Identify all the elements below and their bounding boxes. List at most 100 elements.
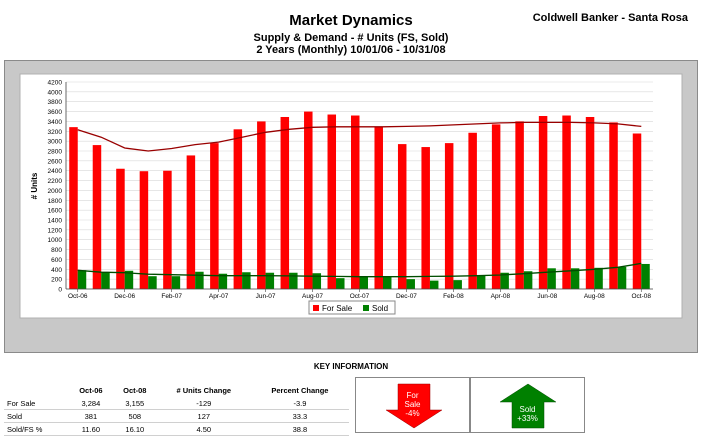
bar-for-sale (139, 171, 149, 289)
bar-sold (265, 272, 275, 289)
key-information-title: KEY INFORMATION (313, 362, 389, 371)
table-cell: 16.10 (112, 422, 157, 436)
y-tick-label: 1800 (48, 198, 63, 205)
row-label: For Sale (4, 397, 69, 410)
table-cell: 508 (112, 409, 157, 423)
bar-sold (218, 273, 228, 289)
bar-for-sale (210, 143, 219, 289)
bar-sold (124, 270, 134, 289)
for-sale-arrow-line1: For (406, 391, 419, 400)
bar-sold (171, 276, 181, 289)
bar-sold (641, 263, 650, 289)
bar-for-sale (538, 116, 548, 289)
bar-sold (453, 280, 462, 289)
bar-for-sale (585, 116, 595, 289)
table-header: Oct-06 (79, 385, 103, 395)
y-tick-label: 0 (58, 287, 62, 294)
bar-sold (476, 275, 486, 289)
bar-for-sale (609, 122, 618, 290)
table-cell: 33.3 (250, 409, 349, 423)
bar-for-sale (491, 124, 501, 289)
bar-for-sale (515, 121, 524, 289)
chart-subtitle: Supply & Demand - # Units (FS, Sold) (253, 32, 449, 44)
bar-for-sale (468, 132, 477, 289)
up-arrow-icon (499, 383, 557, 429)
bar-for-sale (351, 115, 360, 289)
row-label: Sold (4, 409, 69, 423)
y-tick-label: 3400 (48, 119, 63, 126)
bar-sold (523, 271, 533, 289)
trendline-sold (77, 262, 642, 278)
sold-arrow-line2: +33% (517, 414, 538, 423)
bar-for-sale (163, 170, 172, 289)
table-cell: 4.50 (156, 422, 251, 436)
chart-date-range: 2 Years (Monthly) 10/01/06 - 10/31/08 (256, 44, 446, 56)
bar-sold (148, 276, 157, 289)
bar-sold (359, 276, 368, 289)
table-header: Oct-08 (123, 385, 147, 395)
bar-for-sale (116, 168, 125, 289)
bar-sold (289, 272, 298, 289)
for-sale-change-box: For Sale -4% (355, 377, 470, 433)
brand-name: Coldwell Banker - Santa Rosa (532, 12, 688, 24)
table-cell: 127 (156, 409, 251, 423)
y-tick-label: 400 (51, 267, 62, 274)
y-tick-label: 2400 (48, 168, 63, 175)
y-tick-label: 4200 (48, 80, 63, 87)
x-tick-label: Dec-06 (114, 293, 135, 300)
y-tick-label: 1200 (48, 227, 63, 234)
table-cell: -3.9 (250, 397, 349, 410)
bar-sold (594, 267, 603, 289)
legend: For Sale Sold (308, 300, 396, 315)
y-tick-label: 2800 (48, 149, 63, 156)
bar-sold (547, 268, 556, 289)
bar-for-sale (397, 144, 407, 289)
table-cell: 11.60 (68, 422, 113, 436)
bar-sold (242, 272, 251, 289)
table-cell: -129 (156, 397, 251, 410)
x-tick-label: Aug-08 (584, 293, 605, 300)
y-tick-label: 3600 (48, 109, 63, 116)
x-tick-label: Oct-07 (350, 293, 370, 300)
bar-for-sale (421, 147, 430, 289)
y-tick-label: 600 (51, 257, 62, 264)
bar-sold (195, 271, 204, 289)
table-cell: 38.8 (250, 422, 349, 436)
trendline-for-sale (77, 121, 642, 152)
y-tick-label: 3000 (48, 139, 63, 146)
y-tick-label: 4000 (48, 89, 63, 96)
table-header: # Units Change (176, 385, 232, 395)
bar-for-sale (444, 143, 454, 289)
bar-sold (77, 270, 87, 289)
bar-sold (429, 280, 439, 289)
bar-sold (382, 276, 392, 289)
bar-for-sale (304, 111, 313, 289)
table-cell: 381 (68, 409, 113, 423)
y-tick-label: 3800 (48, 99, 63, 106)
bar-for-sale (92, 145, 102, 289)
y-axis-label: # Units (30, 172, 39, 199)
row-label: Sold/FS % (4, 422, 69, 436)
table-header: Percent Change (271, 385, 329, 395)
for-sale-arrow-line2: Sale (404, 400, 421, 409)
x-tick-label: Dec-07 (396, 293, 417, 300)
table-cell: 3,155 (112, 397, 157, 410)
table-row: For Sale 3,284 3,155 -129 -3.9 (4, 397, 349, 410)
x-tick-label: Feb-07 (161, 293, 182, 300)
x-tick-label: Jun-07 (256, 293, 276, 300)
bar-sold (336, 278, 345, 289)
x-tick-label: Feb-08 (443, 293, 464, 300)
sold-arrow-line1: Sold (519, 405, 536, 414)
table-cell: 3,284 (68, 397, 113, 410)
bar-for-sale (186, 155, 196, 289)
chart-svg: 0 200 400 600 800 1000 1200 1400 1600 1800 2000 220… (19, 73, 683, 319)
table-header-row: Oct-06 Oct-08 # Units Change Percent Cha… (4, 383, 349, 397)
y-tick-label: 1000 (48, 237, 63, 244)
bar-sold (570, 268, 580, 289)
y-tick-label: 1400 (48, 218, 63, 225)
y-tick-label: 2000 (48, 188, 63, 195)
bar-for-sale (257, 121, 266, 289)
legend-swatch-sold (363, 305, 369, 311)
y-tick-label: 800 (51, 247, 62, 254)
legend-label-sold: Sold (372, 304, 388, 313)
